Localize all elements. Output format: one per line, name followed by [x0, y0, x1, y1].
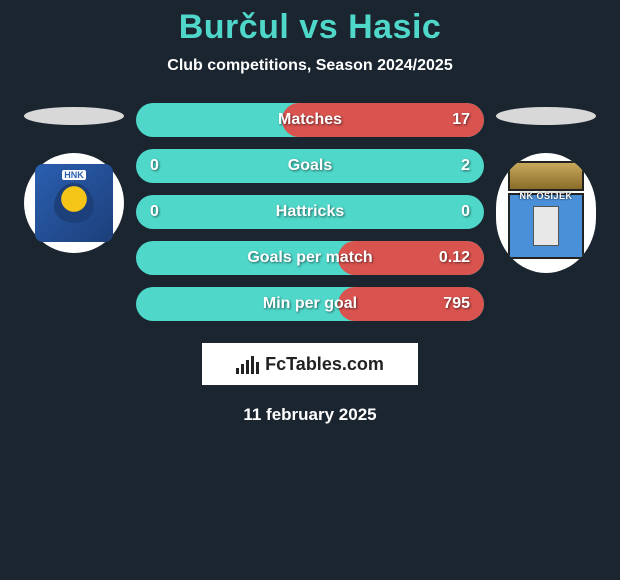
stats-column: Matches 17 0 Goals 2 0 Hattricks 0 Goals per mat…	[136, 103, 484, 321]
stat-row: Goals per match 0.12	[136, 241, 484, 275]
stat-label: Hattricks	[276, 203, 344, 221]
stat-label: Matches	[278, 111, 342, 129]
rijeka-shield-icon: HNK	[35, 164, 113, 242]
stat-value-right: 17	[452, 111, 470, 129]
shadow-ellipse-left	[24, 107, 124, 125]
stat-value-left: 0	[150, 203, 159, 221]
brand-text: FcTables.com	[265, 354, 384, 375]
date-line: 11 february 2025	[0, 405, 620, 425]
right-club-column: NK OSIJEK	[486, 103, 606, 273]
stat-label: Min per goal	[263, 295, 357, 313]
stat-value-left: 0	[150, 157, 159, 175]
stat-value-right: 795	[443, 295, 470, 313]
shadow-ellipse-right	[496, 107, 596, 125]
right-club-logo[interactable]: NK OSIJEK	[496, 153, 596, 273]
left-club-column: HNK	[14, 103, 134, 253]
page-title: Burčul vs Hasic	[0, 8, 620, 47]
stat-label: Goals	[288, 157, 332, 175]
comparison-widget: Burčul vs Hasic Club competitions, Seaso…	[0, 0, 620, 425]
stat-row: 0 Hattricks 0	[136, 195, 484, 229]
stat-row: Min per goal 795	[136, 287, 484, 321]
osijek-logo-text: NK OSIJEK	[519, 191, 572, 201]
left-club-logo[interactable]: HNK	[24, 153, 124, 253]
stat-row: Matches 17	[136, 103, 484, 137]
stat-row: 0 Goals 2	[136, 149, 484, 183]
osijek-tower-icon	[533, 206, 559, 246]
osijek-crest-top-icon	[508, 161, 584, 191]
stat-value-right: 2	[461, 157, 470, 175]
rijeka-eagle-icon	[54, 183, 94, 223]
rijeka-logo-text: HNK	[62, 170, 86, 180]
bar-chart-icon	[236, 354, 259, 374]
content-row: HNK Matches 17 0 Goals 2 0 Hattricks 0 Goals per…	[0, 103, 620, 321]
stat-value-right: 0	[461, 203, 470, 221]
stat-label: Goals per match	[247, 249, 372, 267]
brand-attribution[interactable]: FcTables.com	[202, 343, 418, 385]
subtitle: Club competitions, Season 2024/2025	[0, 57, 620, 75]
osijek-crest-mid-icon	[508, 193, 584, 259]
stat-value-right: 0.12	[439, 249, 470, 267]
